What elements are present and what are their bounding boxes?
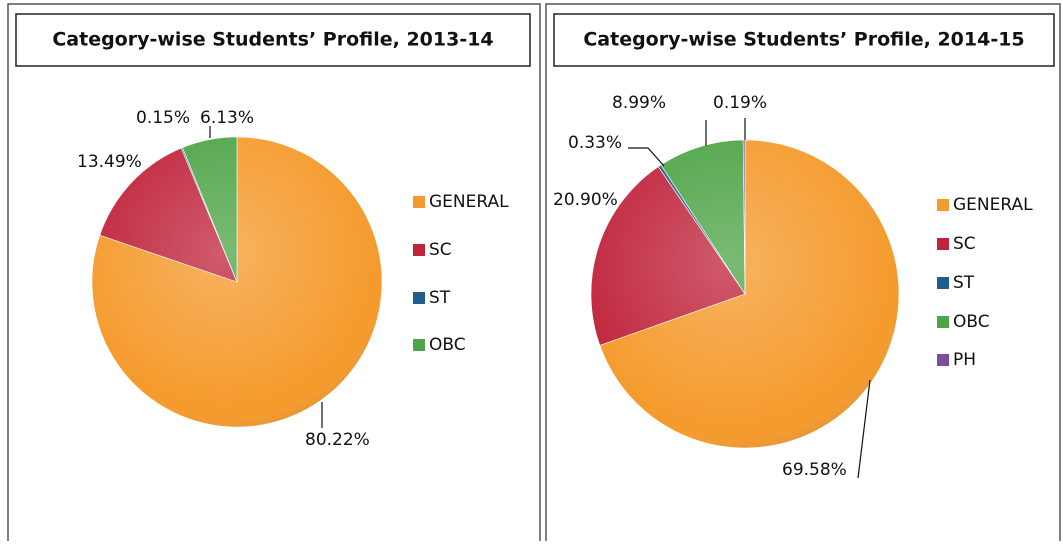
- legend-swatch: [413, 339, 425, 351]
- legend-swatch: [937, 238, 949, 250]
- legend-swatch: [413, 292, 425, 304]
- legend-label: ST: [953, 273, 975, 293]
- panel: [7, 3, 541, 545]
- data-label: 6.13%: [200, 108, 254, 128]
- leader-line: [857, 379, 871, 479]
- data-label: 0.33%: [568, 133, 622, 153]
- pie-shade: [92, 137, 382, 427]
- legend-swatch: [937, 316, 949, 328]
- title-box: [15, 13, 531, 67]
- chart-title: Category-wise Students’ Profile, 2014-15: [583, 29, 1024, 51]
- legend-swatch: [413, 244, 425, 256]
- legend-swatch: [413, 196, 425, 208]
- legend-label: OBC: [953, 312, 990, 332]
- legend-label: PH: [953, 350, 976, 370]
- title-box: [553, 13, 1055, 67]
- chart-title: Category-wise Students’ Profile, 2013-14: [52, 29, 493, 51]
- data-label: 80.22%: [305, 430, 370, 450]
- legend-label: GENERAL: [953, 195, 1033, 215]
- data-label: 69.58%: [782, 460, 847, 480]
- data-label: 0.19%: [713, 93, 767, 113]
- data-label: 13.49%: [77, 152, 142, 172]
- legend-label: GENERAL: [429, 192, 509, 212]
- legend-swatch: [937, 354, 949, 366]
- legend-swatch: [937, 199, 949, 211]
- data-label: 20.90%: [553, 190, 618, 210]
- pie-shade: [591, 140, 899, 448]
- data-label: 0.15%: [136, 108, 190, 128]
- legend-label: SC: [953, 234, 976, 254]
- legend-label: SC: [429, 240, 452, 260]
- data-label: 8.99%: [612, 93, 666, 113]
- leader-line: [628, 147, 665, 167]
- panel: [545, 3, 1061, 545]
- legend-label: OBC: [429, 335, 466, 355]
- legend-label: ST: [429, 288, 451, 308]
- legend-swatch: [937, 277, 949, 289]
